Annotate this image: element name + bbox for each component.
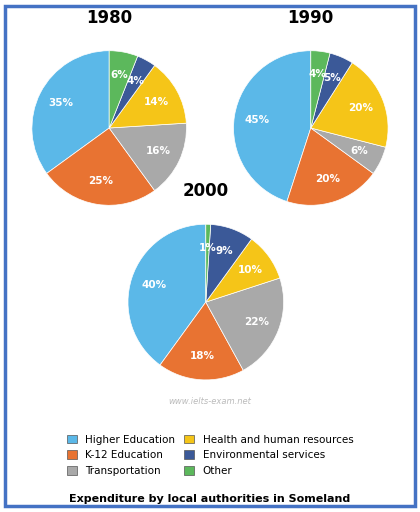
Wedge shape bbox=[160, 302, 243, 380]
Wedge shape bbox=[109, 66, 186, 128]
Wedge shape bbox=[206, 278, 284, 370]
Text: www.ielts-exam.net: www.ielts-exam.net bbox=[168, 397, 252, 407]
Wedge shape bbox=[47, 128, 155, 205]
Wedge shape bbox=[311, 53, 352, 128]
Text: 45%: 45% bbox=[245, 115, 270, 124]
Title: 1990: 1990 bbox=[288, 9, 334, 27]
Text: 9%: 9% bbox=[215, 246, 233, 256]
Wedge shape bbox=[206, 239, 280, 302]
Title: 1980: 1980 bbox=[86, 9, 132, 27]
Text: 35%: 35% bbox=[48, 98, 74, 109]
Text: 6%: 6% bbox=[351, 146, 369, 156]
Text: 22%: 22% bbox=[244, 317, 269, 327]
Wedge shape bbox=[311, 51, 330, 128]
Wedge shape bbox=[32, 51, 109, 174]
Legend: Higher Education, K-12 Education, Transportation, Health and human resources, En: Higher Education, K-12 Education, Transp… bbox=[67, 435, 353, 476]
Wedge shape bbox=[109, 51, 138, 128]
Text: 20%: 20% bbox=[349, 103, 374, 113]
Text: 4%: 4% bbox=[126, 76, 144, 86]
Wedge shape bbox=[206, 224, 211, 302]
Text: 1%: 1% bbox=[199, 243, 216, 252]
Text: 5%: 5% bbox=[323, 73, 341, 83]
Text: 20%: 20% bbox=[315, 175, 340, 184]
Text: 10%: 10% bbox=[237, 265, 262, 275]
Wedge shape bbox=[234, 51, 311, 202]
Text: 25%: 25% bbox=[88, 177, 113, 186]
Text: 40%: 40% bbox=[142, 280, 167, 290]
Text: 6%: 6% bbox=[110, 70, 128, 80]
Wedge shape bbox=[287, 128, 373, 205]
Text: 18%: 18% bbox=[190, 351, 215, 361]
Text: 14%: 14% bbox=[144, 97, 169, 107]
Wedge shape bbox=[311, 63, 388, 147]
Text: Expenditure by local authorities in Someland: Expenditure by local authorities in Some… bbox=[69, 494, 351, 504]
Text: 16%: 16% bbox=[146, 146, 171, 156]
Wedge shape bbox=[128, 224, 206, 365]
Wedge shape bbox=[109, 123, 186, 190]
Title: 2000: 2000 bbox=[183, 182, 229, 201]
Wedge shape bbox=[109, 56, 155, 128]
Text: 4%: 4% bbox=[309, 69, 326, 79]
Wedge shape bbox=[311, 128, 386, 174]
Wedge shape bbox=[206, 224, 252, 302]
